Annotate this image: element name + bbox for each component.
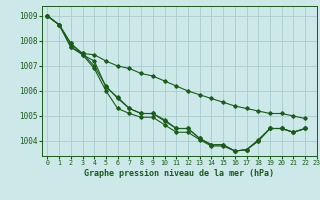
X-axis label: Graphe pression niveau de la mer (hPa): Graphe pression niveau de la mer (hPa) bbox=[84, 169, 274, 178]
